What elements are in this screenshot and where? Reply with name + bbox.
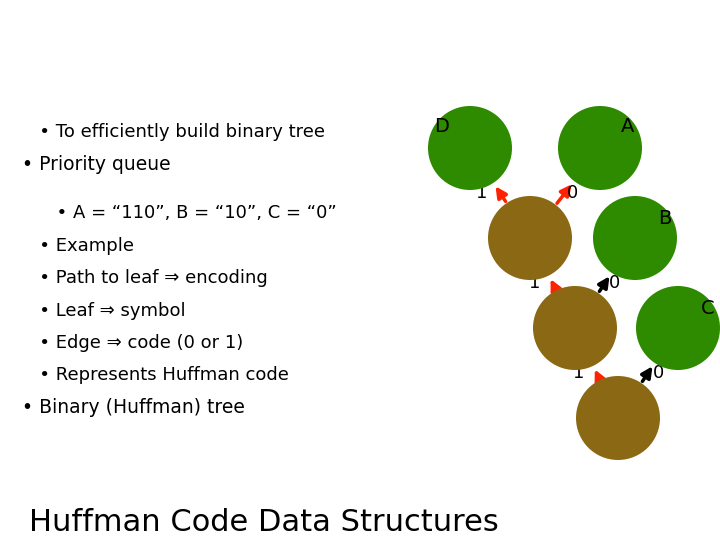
Text: C: C [701,299,715,318]
Text: • Represents Huffman code: • Represents Huffman code [22,366,289,384]
Text: • Leaf ⇒ symbol: • Leaf ⇒ symbol [22,301,185,320]
Circle shape [593,196,677,280]
Circle shape [488,196,572,280]
Text: 0: 0 [652,364,664,382]
Text: 0: 0 [609,274,621,292]
Text: • Example: • Example [22,237,134,255]
Text: • To efficiently build binary tree: • To efficiently build binary tree [22,123,325,141]
Text: 1: 1 [528,274,540,292]
Text: • Priority queue: • Priority queue [22,155,170,174]
Text: • Binary (Huffman) tree: • Binary (Huffman) tree [22,398,245,417]
Circle shape [533,286,617,370]
Text: • Path to leaf ⇒ encoding: • Path to leaf ⇒ encoding [22,269,267,287]
Circle shape [636,286,720,370]
Circle shape [558,106,642,190]
Text: B: B [658,208,672,227]
Text: • A = “110”, B = “10”, C = “0”: • A = “110”, B = “10”, C = “0” [22,204,336,222]
Text: Huffman Code Data Structures: Huffman Code Data Structures [29,508,498,537]
Circle shape [428,106,512,190]
Text: 1: 1 [573,364,584,382]
Text: 0: 0 [567,184,579,202]
Circle shape [576,376,660,460]
Text: A: A [621,117,635,136]
Text: D: D [435,117,449,136]
Text: • Edge ⇒ code (0 or 1): • Edge ⇒ code (0 or 1) [22,334,243,352]
Text: 1: 1 [477,184,487,202]
